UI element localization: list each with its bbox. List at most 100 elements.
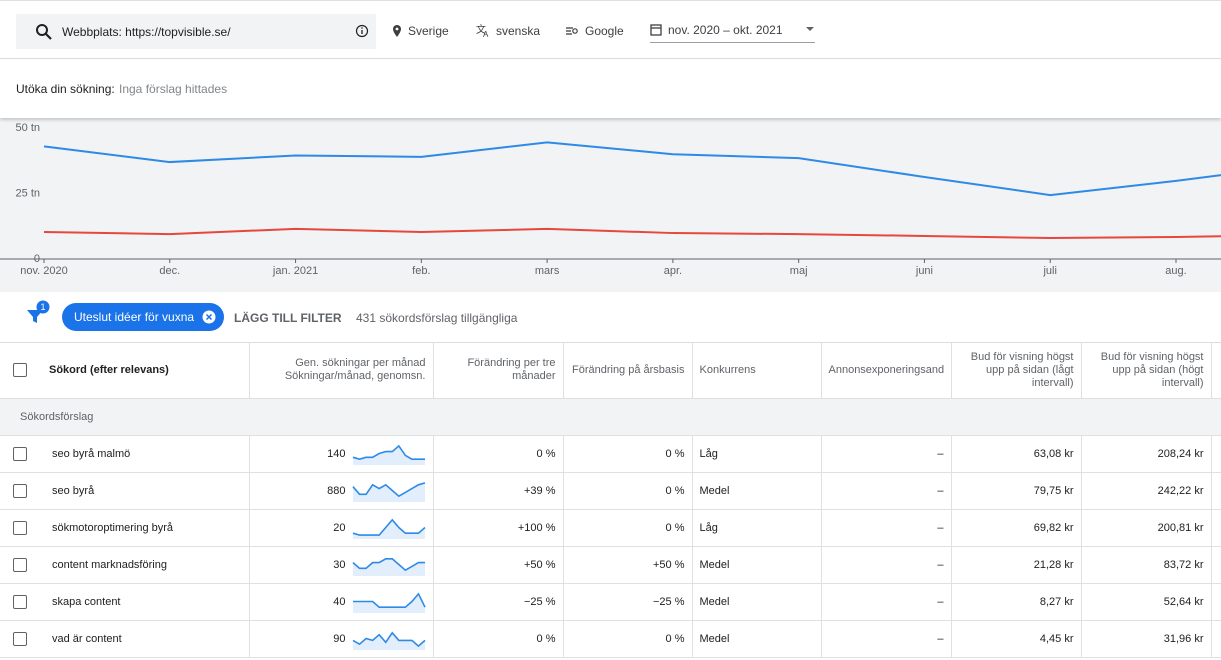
group-label: Sökordsförslag [0, 398, 1221, 435]
checkbox[interactable] [13, 632, 27, 646]
change-3m-text: +50 % [524, 559, 556, 571]
refine-value: Inga förslag hittades [119, 82, 227, 96]
network[interactable]: Google [565, 23, 624, 39]
sparkline [352, 516, 426, 540]
searches-value: 880 [327, 485, 345, 497]
searches-value: 90 [333, 633, 345, 645]
change-yoy-cell: +50 % [563, 546, 692, 583]
keyword-cell: skapa content [42, 583, 249, 620]
impression-share-cell: – [821, 509, 951, 546]
sparkline [352, 590, 426, 614]
change-yoy-cell: 0 % [563, 472, 692, 509]
chart-area: 025 tn50 tnnov. 2020dec.jan. 2021feb.mar… [0, 118, 1221, 292]
x-tick-label: dec. [159, 265, 180, 277]
chart: 025 tn50 tnnov. 2020dec.jan. 2021feb.mar… [0, 118, 1221, 292]
header-change-yoy[interactable]: Förändring på årsbasis [563, 343, 692, 398]
competition-text: Medel [700, 633, 730, 645]
bid-high-cell: 52,64 kr [1081, 583, 1211, 620]
search-icon [35, 23, 53, 41]
header-keyword[interactable]: Sökord (efter relevans) [42, 343, 249, 398]
x-tick-label: mars [535, 265, 560, 277]
impression-share-text: – [937, 559, 943, 571]
impression-share-cell: – [821, 472, 951, 509]
competition-text: Låg [700, 522, 718, 534]
keyword-cell: seo byrå malmö [42, 435, 249, 472]
pin-icon [392, 24, 402, 38]
filter-chip[interactable]: Uteslut idéer för vuxna [62, 303, 224, 331]
searches-cell: 20 [249, 509, 433, 546]
competition-text: Låg [700, 448, 718, 460]
competition-cell: Medel [692, 583, 821, 620]
date-range[interactable]: nov. 2020 – okt. 2021 [650, 23, 815, 43]
language[interactable]: 文A svenska [476, 23, 540, 39]
header-competition[interactable]: Konkurrens [692, 343, 821, 398]
change-3m-cell: +39 % [433, 472, 563, 509]
change-3m-text: +100 % [518, 522, 556, 534]
keyword-cell: seo byrå [42, 472, 249, 509]
group-row: Sökordsförslag [0, 398, 1221, 435]
location[interactable]: Sverige [392, 23, 449, 39]
bid-low-text: 21,28 kr [1034, 559, 1074, 571]
language-text: svenska [496, 24, 540, 38]
checkbox[interactable] [13, 558, 27, 572]
header-bid-high[interactable]: Bud för visning högst upp på sidan (högt… [1081, 343, 1211, 398]
bid-high-cell: 31,96 kr [1081, 620, 1211, 657]
change-3m-text: 0 % [537, 448, 556, 460]
competition-text: Medel [700, 559, 730, 571]
searches-value: 40 [333, 596, 345, 608]
change-3m-cell: −25 % [433, 583, 563, 620]
checkbox-cell [0, 546, 42, 583]
change-yoy-text: 0 % [666, 633, 685, 645]
change-yoy-text: +50 % [653, 559, 685, 571]
cut-off-cell [1211, 583, 1221, 620]
chip-close-icon[interactable] [202, 310, 216, 324]
checkbox[interactable] [13, 484, 27, 498]
change-3m-cell: +100 % [433, 509, 563, 546]
checkbox[interactable] [13, 521, 27, 535]
info-icon[interactable] [355, 24, 369, 38]
searches-value: 20 [333, 522, 345, 534]
svg-text:A: A [483, 30, 489, 38]
sparkline [352, 442, 426, 466]
competition-cell: Medel [692, 472, 821, 509]
checkbox[interactable] [13, 363, 27, 377]
bid-low-text: 4,45 kr [1040, 633, 1074, 645]
bid-low-text: 79,75 kr [1034, 485, 1074, 497]
keyword-count: 431 sökordsförslag tillgängliga [356, 311, 517, 325]
keyword-cell: content marknadsföring [42, 546, 249, 583]
calendar-icon [650, 23, 662, 36]
header-impression-share[interactable]: Annonsexponeringsand [821, 343, 951, 398]
keyword-table: Sökord (efter relevans) Gen. sökningar p… [0, 343, 1221, 658]
date-range-text: nov. 2020 – okt. 2021 [668, 23, 783, 37]
sparkline [352, 627, 426, 651]
filter-chip-text: Uteslut idéer för vuxna [74, 310, 194, 324]
filter-icon[interactable] [24, 300, 52, 328]
keyword-text: content marknadsföring [52, 559, 167, 571]
series-line [44, 142, 1221, 195]
checkbox[interactable] [13, 447, 27, 461]
add-filter-button[interactable]: LÄGG TILL FILTER [234, 311, 342, 325]
searches-cell: 140 [249, 435, 433, 472]
x-tick-label: apr. [664, 265, 682, 277]
search-box[interactable]: Webbplats: https://topvisible.se/ [16, 14, 376, 49]
competition-text: Medel [700, 596, 730, 608]
header-searches[interactable]: Gen. sökningar per månadSökningar/månad,… [249, 343, 433, 398]
header-searches-sub: Sökningar/månad, genomsn. [257, 370, 426, 383]
searches-cell: 30 [249, 546, 433, 583]
header-searches-title: Gen. sökningar per månad [257, 357, 426, 370]
search-text: Webbplats: https://topvisible.se/ [62, 25, 231, 39]
bid-low-text: 63,08 kr [1034, 448, 1074, 460]
header-change-3m[interactable]: Förändring per tre månader [433, 343, 563, 398]
checkbox[interactable] [13, 595, 27, 609]
bid-low-cell: 69,82 kr [951, 509, 1081, 546]
keyword-text: sökmotoroptimering byrå [52, 522, 173, 534]
bid-low-cell: 21,28 kr [951, 546, 1081, 583]
change-3m-text: −25 % [524, 596, 556, 608]
network-icon [565, 25, 579, 37]
keyword-cell: sökmotoroptimering byrå [42, 509, 249, 546]
header-bid-low[interactable]: Bud för visning högst upp på sidan (lågt… [951, 343, 1081, 398]
keyword-text: seo byrå malmö [52, 448, 130, 460]
change-3m-cell: 0 % [433, 435, 563, 472]
keyword-row: vad är content900 %0 %Medel–4,45 kr31,96… [0, 620, 1221, 657]
keyword-row: sökmotoroptimering byrå20+100 %0 %Låg–69… [0, 509, 1221, 546]
